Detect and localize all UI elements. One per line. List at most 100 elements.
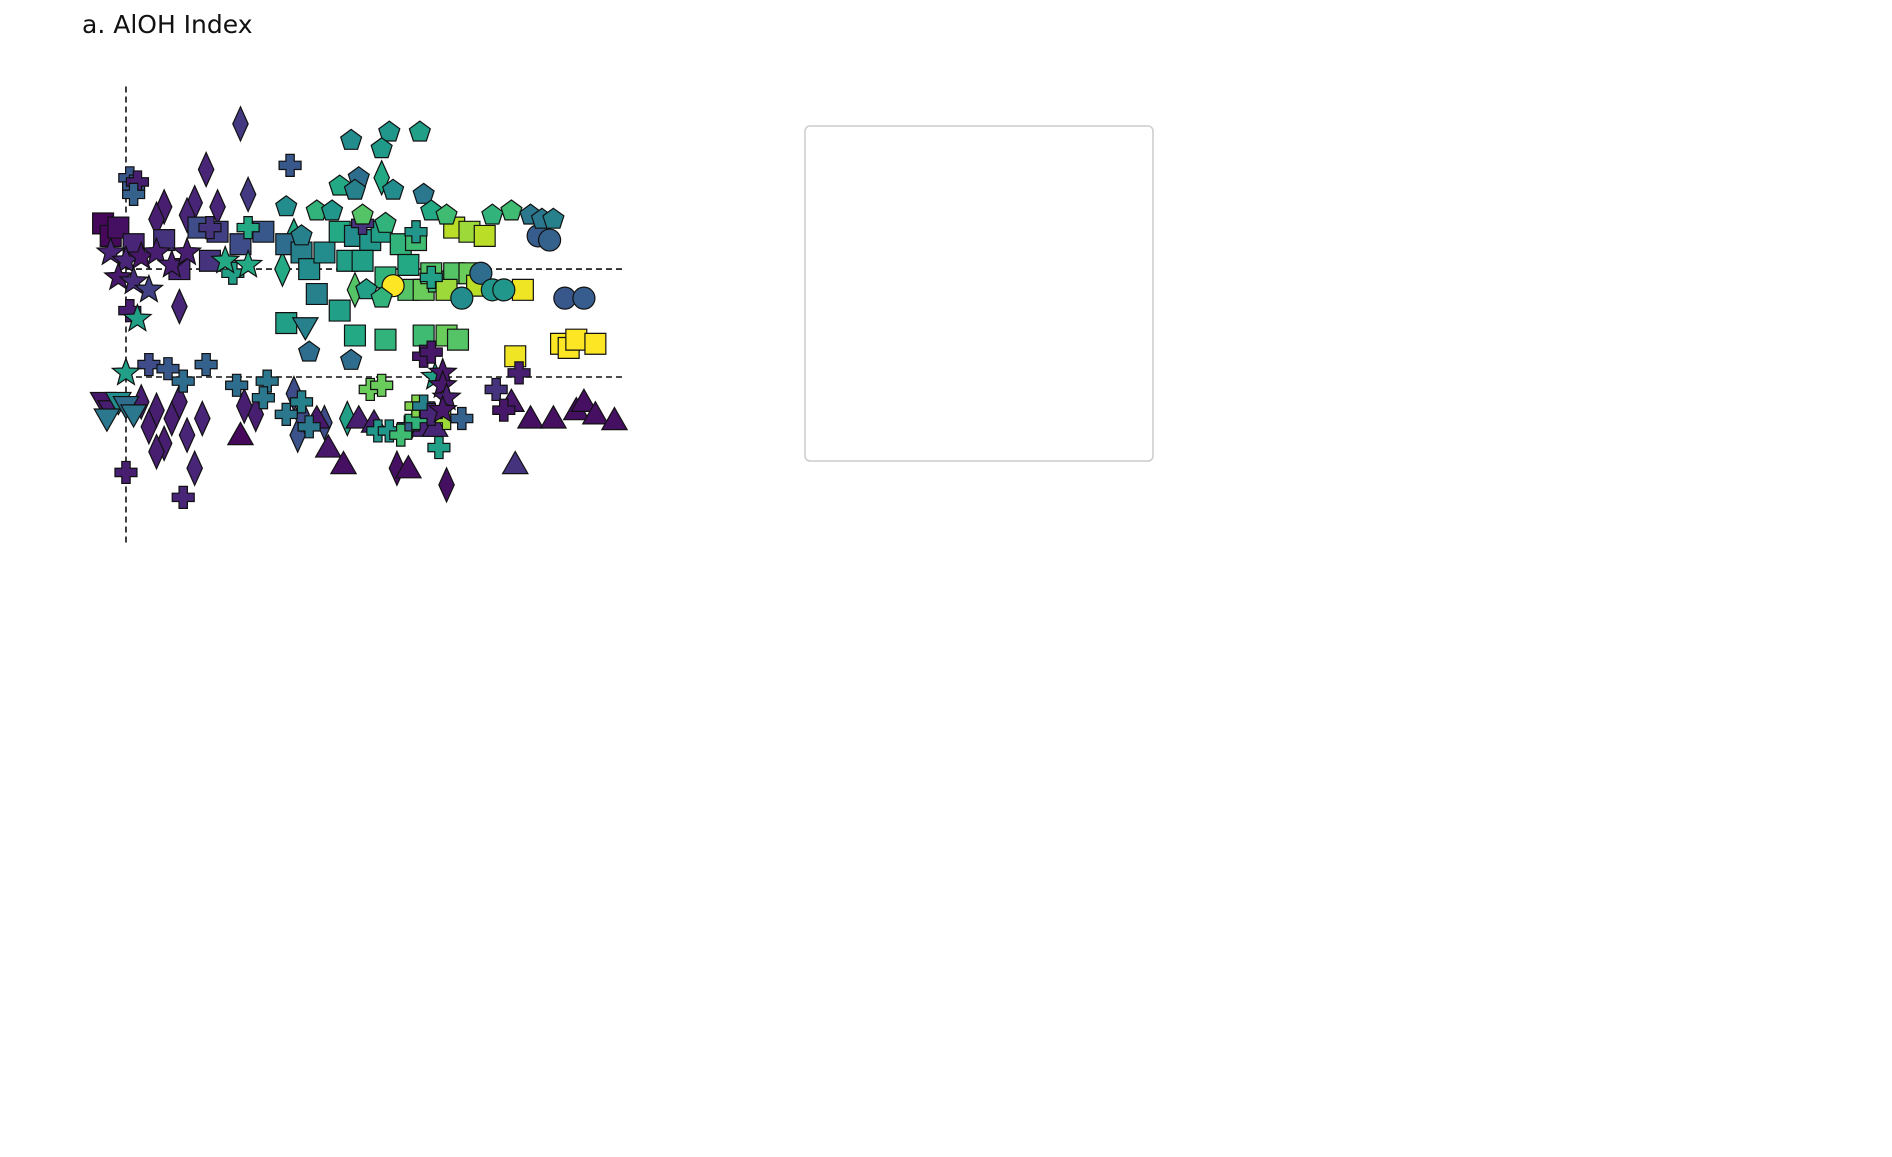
data-point bbox=[388, 449, 406, 487]
data-point bbox=[339, 348, 363, 370]
data-point bbox=[274, 250, 291, 288]
data-point bbox=[343, 178, 367, 200]
data-point bbox=[351, 203, 374, 225]
data-point bbox=[581, 400, 610, 425]
data-point bbox=[427, 394, 458, 424]
data-point bbox=[275, 195, 298, 217]
data-point bbox=[141, 236, 172, 266]
data-point bbox=[197, 150, 215, 189]
data-point bbox=[103, 261, 134, 291]
data-point bbox=[119, 404, 148, 429]
data-point bbox=[314, 433, 342, 458]
data-point bbox=[209, 244, 241, 274]
data-point bbox=[328, 299, 351, 322]
data-point bbox=[251, 386, 275, 410]
data-point bbox=[438, 466, 455, 504]
data-point bbox=[110, 356, 142, 386]
data-point bbox=[481, 203, 504, 225]
data-point bbox=[140, 408, 158, 446]
data-point bbox=[565, 328, 588, 351]
data-point bbox=[93, 408, 121, 433]
data-point bbox=[291, 317, 320, 342]
data-point bbox=[298, 258, 321, 281]
data-point bbox=[236, 216, 260, 240]
data-point bbox=[194, 352, 218, 377]
data-point bbox=[370, 373, 394, 397]
data-point bbox=[133, 273, 165, 303]
data-point bbox=[450, 286, 474, 310]
data-point bbox=[374, 328, 397, 351]
legend bbox=[804, 125, 1154, 462]
data-point bbox=[255, 369, 279, 393]
data-point bbox=[378, 120, 401, 142]
data-point bbox=[419, 265, 443, 289]
data-point bbox=[320, 199, 344, 221]
data-point bbox=[278, 153, 302, 177]
data-point bbox=[408, 120, 432, 142]
data-point bbox=[600, 406, 629, 431]
data-point bbox=[193, 399, 211, 438]
data-point bbox=[235, 387, 253, 425]
data-point bbox=[118, 265, 149, 295]
data-point bbox=[226, 421, 255, 446]
data-point bbox=[427, 435, 451, 460]
data-point bbox=[232, 105, 249, 143]
data-point bbox=[511, 278, 534, 301]
data-point bbox=[329, 450, 358, 475]
data-point bbox=[305, 282, 328, 306]
data-point bbox=[95, 236, 126, 266]
data-point bbox=[313, 241, 336, 264]
data-point bbox=[492, 278, 516, 302]
data-point bbox=[370, 137, 393, 159]
data-point bbox=[394, 454, 423, 479]
panel-a: a. AlOH Index bbox=[82, 10, 629, 543]
data-point bbox=[345, 404, 373, 429]
data-point bbox=[122, 182, 146, 206]
data-point bbox=[351, 249, 374, 272]
data-point bbox=[397, 253, 420, 276]
data-point bbox=[501, 450, 529, 475]
data-point bbox=[232, 248, 264, 278]
data-point bbox=[225, 373, 249, 397]
data-point bbox=[516, 404, 545, 429]
data-point bbox=[355, 278, 378, 300]
data-point bbox=[420, 199, 443, 221]
data-point bbox=[537, 228, 562, 252]
data-point bbox=[484, 377, 508, 402]
data-point bbox=[198, 216, 222, 240]
data-point bbox=[274, 402, 298, 426]
data-point bbox=[171, 369, 195, 393]
data-point bbox=[275, 312, 298, 335]
data-point bbox=[542, 207, 565, 229]
data-point bbox=[374, 211, 397, 233]
data-point bbox=[584, 332, 607, 355]
data-point bbox=[343, 324, 367, 347]
data-point bbox=[122, 302, 153, 332]
data-point bbox=[148, 433, 165, 471]
data-point bbox=[198, 249, 221, 272]
data-point bbox=[178, 416, 196, 454]
data-point bbox=[539, 404, 568, 429]
data-point bbox=[507, 361, 531, 385]
panels-group: a. AlOH Index bbox=[82, 10, 629, 543]
data-point bbox=[435, 203, 458, 225]
data-point bbox=[339, 128, 363, 150]
data-point bbox=[446, 328, 470, 351]
data-point bbox=[389, 423, 413, 447]
data-point bbox=[171, 383, 188, 421]
data-point bbox=[381, 178, 405, 200]
data-point bbox=[297, 415, 321, 439]
legend-frame bbox=[804, 125, 1154, 462]
data-point bbox=[473, 224, 496, 247]
panel-title: a. AlOH Index bbox=[82, 10, 253, 39]
data-point bbox=[289, 390, 314, 414]
data-point bbox=[469, 261, 493, 285]
data-point bbox=[171, 287, 188, 325]
data-point bbox=[114, 460, 138, 485]
data-point bbox=[572, 286, 596, 310]
data-point bbox=[178, 196, 196, 234]
data-point bbox=[137, 352, 161, 377]
data-point bbox=[431, 381, 462, 411]
data-point bbox=[427, 369, 458, 399]
